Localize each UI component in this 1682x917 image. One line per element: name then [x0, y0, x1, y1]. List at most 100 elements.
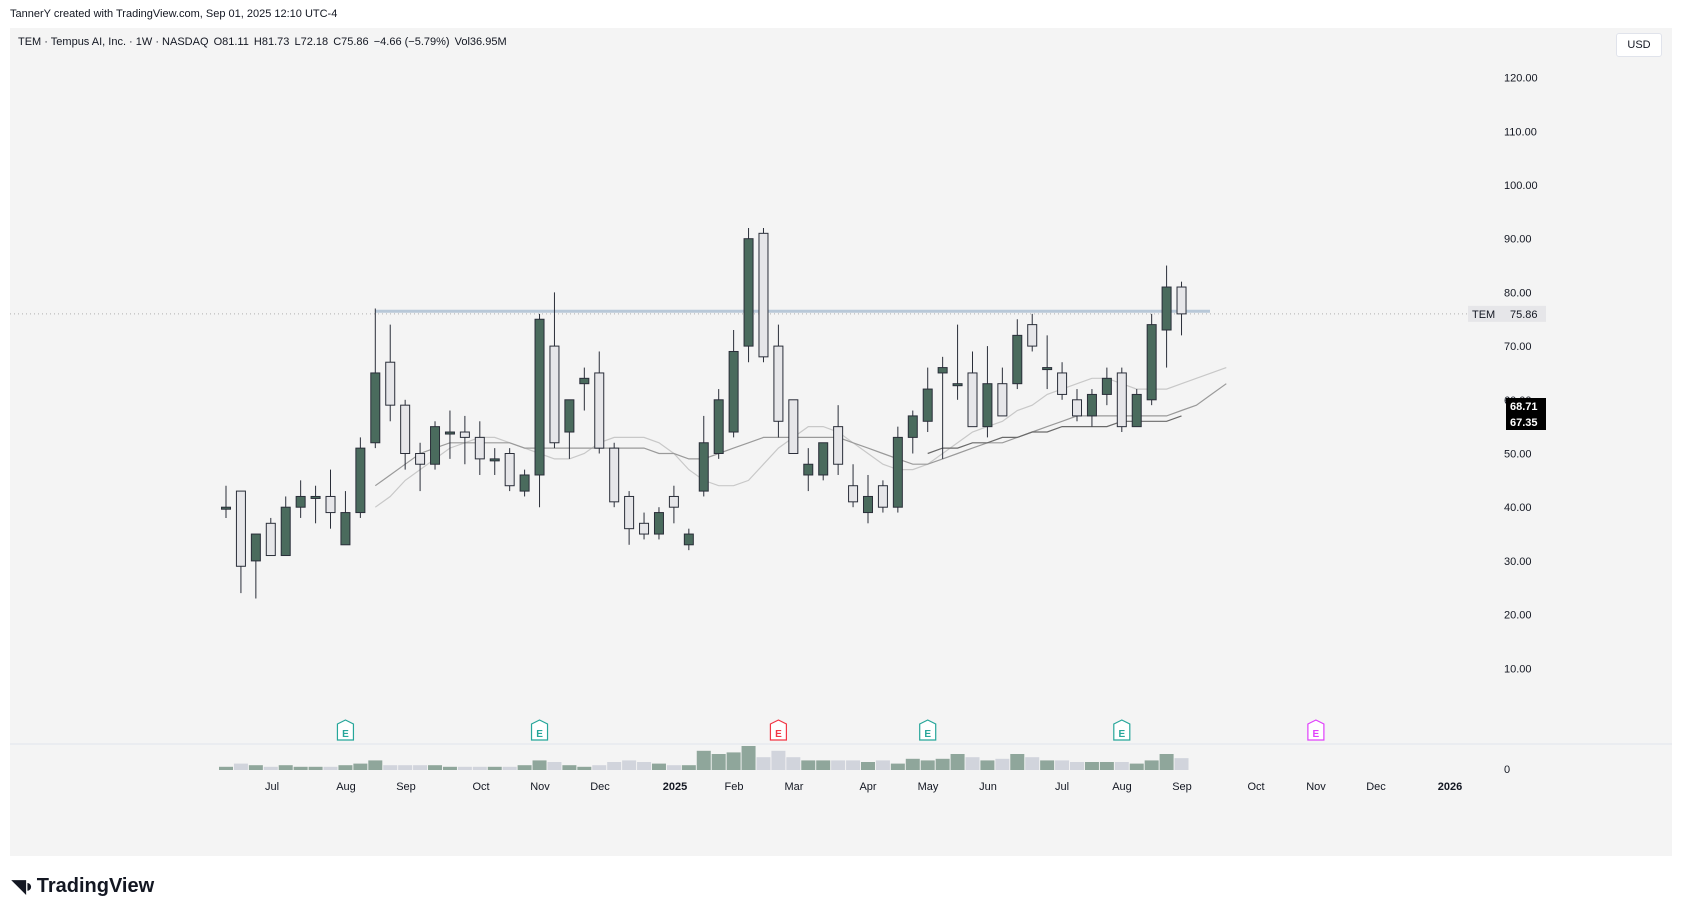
x-axis-label: 2026: [1438, 781, 1462, 793]
candle-body: [1176, 286, 1187, 315]
volume-bar: [637, 762, 652, 770]
candle-body: [1012, 334, 1023, 385]
volume-bar: [368, 760, 383, 770]
candle-body: [1086, 393, 1097, 417]
candle-body: [594, 372, 605, 449]
candle-body: [579, 377, 590, 385]
candle-body: [653, 512, 664, 535]
x-axis-label: Nov: [530, 781, 550, 793]
volume-bar: [547, 762, 562, 770]
volume-bar: [263, 766, 278, 770]
y-tick-label: 30.00: [1504, 556, 1532, 568]
x-axis-label: Nov: [1306, 781, 1326, 793]
chart-area[interactable]: 130.00 120.00 110.00 100.00 90.00 80.00 70.00 6…: [10, 28, 1672, 856]
volume-bar: [278, 765, 293, 770]
low-value: L72.18: [294, 36, 329, 48]
volume-bar: [487, 766, 502, 770]
volume-bar: [562, 765, 577, 770]
x-axis-label: Apr: [859, 781, 876, 793]
candle-body: [1146, 324, 1157, 401]
y-tick-label: 120.00: [1504, 73, 1538, 85]
symbol-info: TEM · Tempus AI, Inc. · 1W · NASDAQ: [18, 36, 209, 48]
last-price-tag: 75.86: [1510, 309, 1538, 321]
x-axis-label: Aug: [1112, 781, 1132, 793]
volume-bar: [860, 762, 875, 770]
x-axis-label: Sep: [1172, 781, 1192, 793]
candle-body: [698, 442, 709, 492]
candle-body: [221, 506, 231, 510]
volume-axis-label: 0: [1504, 764, 1510, 776]
x-axis-label: Jun: [979, 781, 997, 793]
candle-body: [280, 506, 291, 557]
symbol-tag: TEM: [1472, 309, 1495, 321]
x-axis-label: 2025: [663, 781, 687, 793]
earnings-marker: [769, 719, 788, 741]
volume-bar: [1129, 763, 1144, 770]
volume-bar: [219, 766, 233, 770]
candle-body: [1072, 399, 1083, 417]
earnings-marker: [530, 719, 549, 741]
volume-bar: [517, 765, 532, 770]
candle-body: [788, 399, 799, 454]
y-tick-label: 50.00: [1504, 449, 1532, 461]
candle-body: [534, 318, 545, 476]
candle-body: [833, 426, 844, 465]
volume-bar: [592, 765, 607, 770]
earnings-marker-label: E: [775, 729, 782, 740]
volume-bar: [905, 758, 920, 770]
candle-body: [892, 436, 903, 508]
x-axis-label: Oct: [1247, 781, 1264, 793]
x-axis-label: Sep: [396, 781, 416, 793]
y-tick-label: 70.00: [1504, 341, 1532, 353]
volume-value: Vol36.95M: [454, 36, 507, 48]
volume-bar: [1144, 760, 1159, 770]
candle-body: [982, 383, 993, 428]
y-tick-label: 110.00: [1504, 126, 1537, 138]
volume-bar: [651, 763, 666, 770]
x-axis-label: Aug: [336, 781, 356, 793]
volume-bar: [681, 765, 696, 770]
candle-body: [624, 495, 635, 530]
y-tick-label: 130.00: [1504, 28, 1538, 31]
volume-bar: [846, 760, 861, 770]
earnings-marker: [336, 719, 355, 741]
candle-body: [997, 383, 1008, 417]
ma2-price-tag-bg: [1506, 414, 1546, 430]
volume-bar: [920, 760, 935, 770]
candle-body: [430, 426, 441, 465]
x-axis-label: Mar: [785, 781, 804, 793]
candle-body: [922, 388, 933, 422]
high-value: H81.73: [253, 36, 290, 48]
candle-body: [235, 490, 246, 567]
candle-body: [444, 431, 455, 435]
volume-bar: [383, 765, 398, 770]
volume-bar: [935, 758, 950, 770]
candle-body: [325, 495, 336, 514]
ma2-price-tag: 67.35: [1510, 417, 1538, 429]
candle-body: [952, 383, 963, 387]
volume-bar: [950, 754, 965, 770]
earnings-marker-label: E: [1313, 729, 1320, 740]
volume-bar: [1040, 760, 1055, 770]
volume-bar: [831, 760, 846, 770]
x-axis-label: May: [918, 781, 939, 793]
symbol-tag-bg: [1468, 305, 1506, 322]
volume-bar: [980, 760, 995, 770]
candle-body: [937, 367, 948, 374]
moving-average-line-3: [927, 415, 1182, 455]
volume-bar: [995, 758, 1010, 770]
currency-button[interactable]: USD: [1616, 33, 1662, 57]
candle-body: [862, 495, 873, 514]
volume-bar: [308, 766, 323, 770]
candle-body: [340, 512, 351, 546]
volume-bar: [607, 762, 622, 770]
ma1-price-tag: 68.71: [1510, 401, 1538, 413]
candlestick-chart[interactable]: 130.00 120.00 110.00 100.00 90.00 80.00 70.00 6…: [10, 28, 1672, 856]
earnings-marker-label: E: [342, 729, 349, 740]
candle-body: [564, 399, 575, 433]
volume-bar: [353, 763, 368, 770]
ma1-price-tag-bg: [1506, 398, 1546, 414]
x-axis-label: Oct: [472, 781, 489, 793]
candle-body: [683, 533, 694, 546]
candle-body: [250, 533, 261, 562]
